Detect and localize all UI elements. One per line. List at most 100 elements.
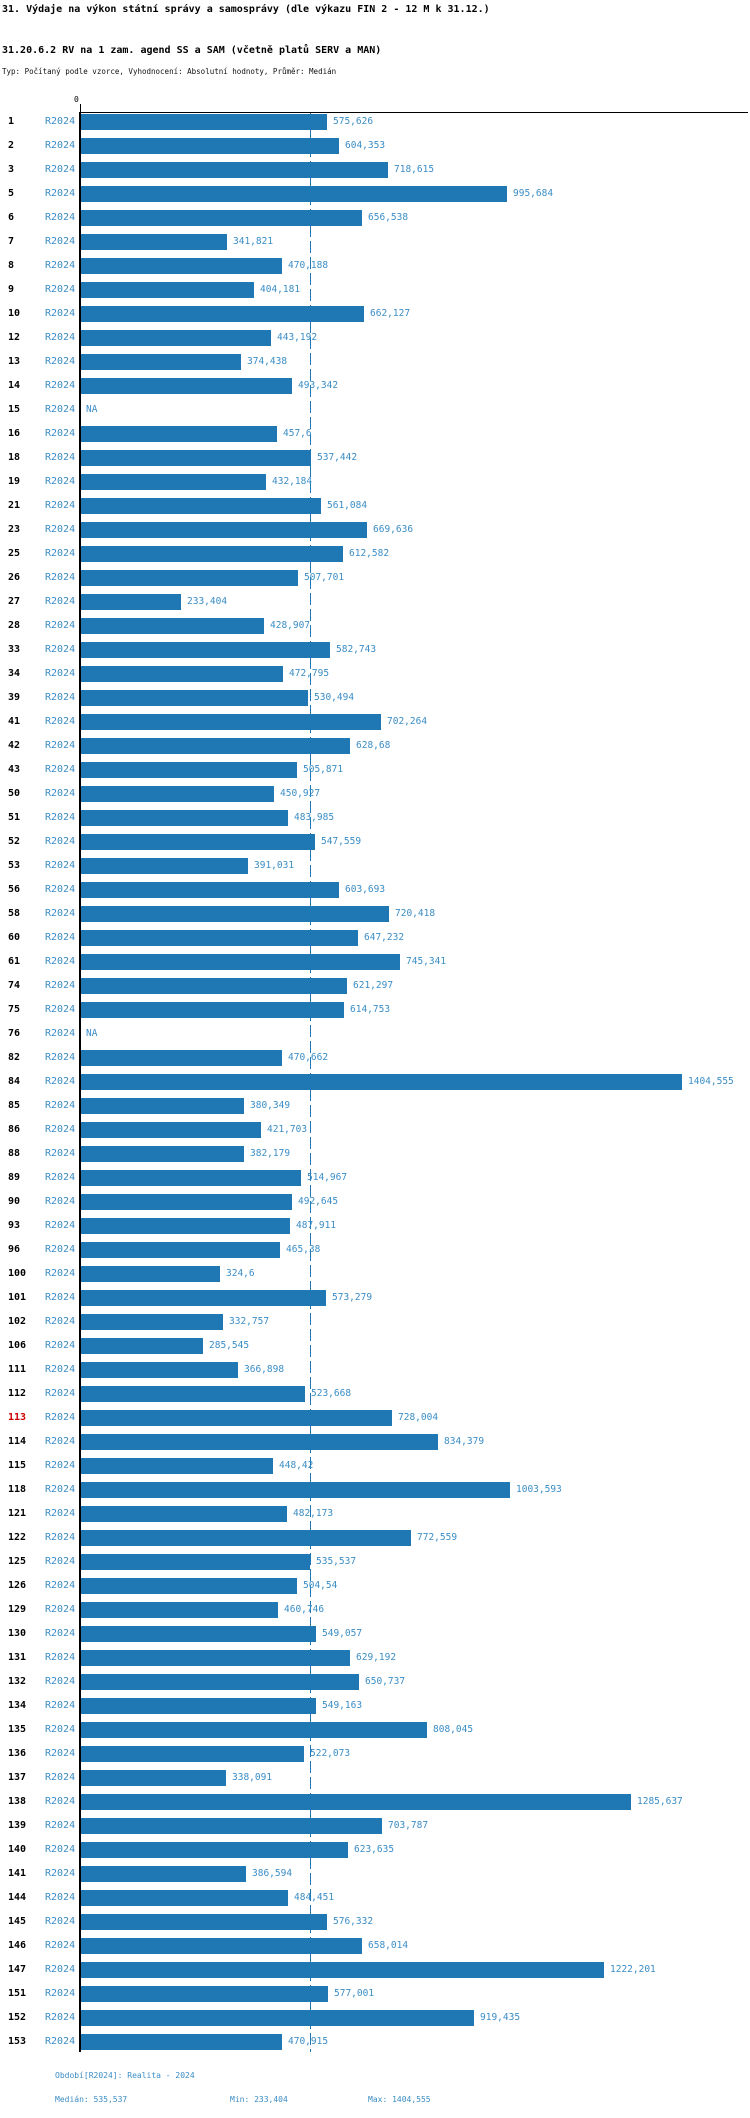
value-label: 573,279 — [332, 1292, 373, 1303]
value-bar — [81, 1122, 261, 1138]
value-label: 366,898 — [244, 1364, 285, 1375]
chart-row: 16 R2024 457,6 — [0, 426, 750, 442]
row-series-label: R2024 — [45, 740, 76, 751]
row-number: 146 — [8, 1940, 27, 1951]
row-series-label: R2024 — [45, 1148, 76, 1159]
value-bar — [81, 978, 347, 994]
value-label: 728,004 — [398, 1412, 439, 1423]
value-label: 577,001 — [334, 1988, 375, 1999]
value-bar — [81, 1770, 226, 1786]
row-series-label: R2024 — [45, 452, 76, 463]
value-label: 535,537 — [316, 1556, 357, 1567]
value-bar — [81, 1050, 282, 1066]
row-series-label: R2024 — [45, 1820, 76, 1831]
row-series-label: R2024 — [45, 1700, 76, 1711]
value-bar — [81, 1866, 246, 1882]
value-label: 470,188 — [288, 260, 329, 271]
row-series-label: R2024 — [45, 1436, 76, 1447]
chart-row: 15 R2024 NA — [0, 402, 750, 418]
value-label: 482,173 — [293, 1508, 334, 1519]
value-label: 772,559 — [417, 1532, 458, 1543]
chart-row: 86 R2024 421,703 — [0, 1122, 750, 1138]
value-bar — [81, 738, 350, 754]
value-label: 484,451 — [294, 1892, 335, 1903]
value-bar — [81, 2034, 282, 2050]
chart-row: 112 R2024 523,668 — [0, 1386, 750, 1402]
value-bar — [81, 882, 339, 898]
chart-row: 56 R2024 603,693 — [0, 882, 750, 898]
row-number: 18 — [8, 452, 21, 463]
value-label: 650,737 — [365, 1676, 406, 1687]
value-label: 341,821 — [233, 236, 274, 247]
value-label: 514,967 — [307, 1172, 348, 1183]
value-bar — [81, 1098, 244, 1114]
row-series-label: R2024 — [45, 884, 76, 895]
value-label: 450,927 — [280, 788, 321, 799]
row-number: 113 — [8, 1412, 27, 1423]
value-bar — [81, 690, 308, 706]
value-label: 656,538 — [368, 212, 409, 223]
row-series-label: R2024 — [45, 1460, 76, 1471]
row-number: 118 — [8, 1484, 27, 1495]
chart-row: 34 R2024 472,795 — [0, 666, 750, 682]
value-bar — [81, 306, 364, 322]
value-label: 428,907 — [270, 620, 311, 631]
value-bar — [81, 2010, 474, 2026]
chart-row: 52 R2024 547,559 — [0, 834, 750, 850]
value-label: 505,871 — [303, 764, 344, 775]
value-label: 338,091 — [232, 1772, 273, 1783]
value-bar — [81, 1794, 631, 1810]
footer-median: Medián: 535,537 — [55, 2095, 128, 2104]
chart-row: 122 R2024 772,559 — [0, 1530, 750, 1546]
value-label: 834,379 — [444, 1436, 485, 1447]
zero-tick-label: 0 — [74, 95, 79, 104]
value-label: 457,6 — [283, 428, 312, 439]
chart-row: 136 R2024 522,073 — [0, 1746, 750, 1762]
footer-min: Min: 233,404 — [230, 2095, 288, 2104]
row-number: 88 — [8, 1148, 21, 1159]
value-bar — [81, 786, 274, 802]
value-bar — [81, 1362, 238, 1378]
row-series-label: R2024 — [45, 1844, 76, 1855]
row-number: 33 — [8, 644, 21, 655]
row-series-label: R2024 — [45, 1412, 76, 1423]
row-series-label: R2024 — [45, 1988, 76, 1999]
zero-tick-mark — [80, 104, 81, 112]
plot-top-line — [79, 112, 748, 113]
row-number: 100 — [8, 1268, 27, 1279]
row-number: 151 — [8, 1988, 27, 1999]
value-label: 432,184 — [272, 476, 313, 487]
value-label: 1404,555 — [688, 1076, 734, 1087]
row-number: 115 — [8, 1460, 27, 1471]
row-series-label: R2024 — [45, 668, 76, 679]
row-number: 130 — [8, 1628, 27, 1639]
value-label: 483,985 — [294, 812, 335, 823]
row-series-label: R2024 — [45, 764, 76, 775]
value-bar — [81, 282, 254, 298]
row-series-label: R2024 — [45, 1244, 76, 1255]
row-series-label: R2024 — [45, 1316, 76, 1327]
row-number: 60 — [8, 932, 21, 943]
value-bar — [81, 234, 227, 250]
row-series-label: R2024 — [45, 116, 76, 127]
row-number: 19 — [8, 476, 21, 487]
value-bar — [81, 1650, 350, 1666]
value-bar — [81, 1602, 278, 1618]
value-bar — [81, 114, 327, 130]
value-bar — [81, 1194, 292, 1210]
row-series-label: R2024 — [45, 1556, 76, 1567]
row-series-label: R2024 — [45, 356, 76, 367]
chart-row: 3 R2024 718,615 — [0, 162, 750, 178]
row-series-label: R2024 — [45, 2012, 76, 2023]
row-number: 15 — [8, 404, 21, 415]
value-label: 504,54 — [303, 1580, 338, 1591]
value-bar — [81, 1218, 290, 1234]
value-label: 604,353 — [345, 140, 386, 151]
row-number: 106 — [8, 1340, 27, 1351]
value-label: NA — [86, 404, 98, 415]
value-label: 487,911 — [296, 1220, 337, 1231]
row-series-label: R2024 — [45, 644, 76, 655]
row-series-label: R2024 — [45, 836, 76, 847]
row-series-label: R2024 — [45, 1676, 76, 1687]
chart-row: 135 R2024 808,045 — [0, 1722, 750, 1738]
